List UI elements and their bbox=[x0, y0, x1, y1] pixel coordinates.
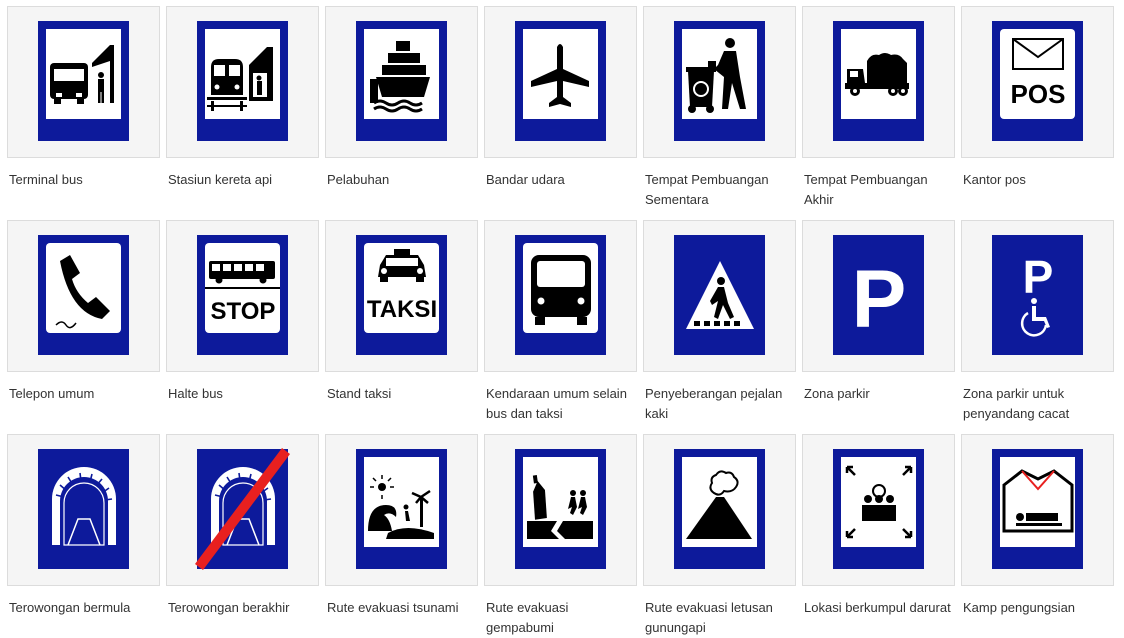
sign-caption: Stasiun kereta api bbox=[168, 172, 273, 187]
public-vehicle-icon bbox=[515, 235, 606, 355]
airplane-icon bbox=[515, 21, 606, 141]
sign-thumbnail[interactable]: STOP bbox=[166, 220, 319, 372]
sign-caption: Zona parkir bbox=[804, 386, 870, 401]
parking-label: P bbox=[852, 254, 907, 345]
sign-caption: Penyeberangan pejalan kaki bbox=[645, 386, 783, 421]
sign-caption: Terminal bus bbox=[9, 172, 83, 187]
bus-stop-icon: STOP bbox=[197, 235, 288, 355]
sign-thumbnail[interactable]: P bbox=[961, 220, 1114, 372]
assembly-point-icon bbox=[833, 449, 924, 569]
sign-thumbnail[interactable] bbox=[643, 434, 796, 586]
sign-thumbnail[interactable] bbox=[325, 434, 478, 586]
sign-thumbnail[interactable] bbox=[802, 434, 955, 586]
sign-thumbnail[interactable] bbox=[7, 220, 160, 372]
ship-icon bbox=[356, 21, 447, 141]
parking-label: P bbox=[1023, 251, 1054, 303]
taksi-label: TAKSI bbox=[367, 296, 437, 323]
sign-thumbnail[interactable] bbox=[166, 434, 319, 586]
sign-thumbnail[interactable] bbox=[325, 6, 478, 158]
post-office-icon: POS bbox=[992, 21, 1083, 141]
sign-thumbnail[interactable] bbox=[166, 6, 319, 158]
sign-thumbnail[interactable]: TAKSI bbox=[325, 220, 478, 372]
sign-thumbnail[interactable] bbox=[643, 220, 796, 372]
sign-caption: Kamp pengungsian bbox=[963, 600, 1076, 615]
waste-bin-icon bbox=[674, 21, 765, 141]
pos-label: POS bbox=[1011, 79, 1066, 109]
sign-caption: Rute evakuasi letusan gunungapi bbox=[645, 600, 773, 635]
sign-caption: Tempat Pembuangan Sementara bbox=[645, 172, 769, 207]
disabled-parking-icon: P bbox=[992, 235, 1083, 355]
parking-icon: P bbox=[833, 235, 924, 355]
sign-thumbnail[interactable] bbox=[802, 6, 955, 158]
sign-thumbnail[interactable] bbox=[484, 434, 637, 586]
sign-caption: Rute evakuasi tsunami bbox=[327, 600, 459, 615]
sign-caption: Pelabuhan bbox=[327, 172, 390, 187]
sign-caption: Lokasi berkumpul darurat bbox=[804, 600, 951, 615]
sign-caption: Zona parkir untuk penyandang cacat bbox=[963, 386, 1070, 421]
sign-caption: Bandar udara bbox=[486, 172, 565, 187]
train-station-icon bbox=[197, 21, 288, 141]
bus-terminal-icon bbox=[38, 21, 129, 141]
sign-caption: Terowongan bermula bbox=[9, 600, 131, 615]
taxi-icon: TAKSI bbox=[356, 235, 447, 355]
sign-thumbnail[interactable] bbox=[643, 6, 796, 158]
sign-caption: Telepon umum bbox=[9, 386, 95, 401]
sign-thumbnail[interactable]: POS bbox=[961, 6, 1114, 158]
tunnel-icon bbox=[38, 449, 129, 569]
refugee-camp-icon bbox=[992, 449, 1083, 569]
pedestrian-crossing-icon bbox=[674, 235, 765, 355]
sign-caption: Halte bus bbox=[168, 386, 223, 401]
volcano-icon bbox=[674, 449, 765, 569]
sign-thumbnail[interactable] bbox=[484, 220, 637, 372]
earthquake-icon bbox=[515, 449, 606, 569]
stop-label: STOP bbox=[211, 298, 276, 325]
sign-caption: Stand taksi bbox=[327, 386, 392, 401]
sign-caption: Terowongan berakhir bbox=[168, 600, 290, 615]
sign-caption: Kantor pos bbox=[963, 172, 1026, 187]
sign-thumbnail[interactable] bbox=[961, 434, 1114, 586]
sign-thumbnail[interactable] bbox=[7, 6, 160, 158]
sign-caption: Tempat Pembuangan Akhir bbox=[804, 172, 928, 207]
tsunami-icon bbox=[356, 449, 447, 569]
sign-thumbnail[interactable]: P bbox=[802, 220, 955, 372]
tunnel-end-icon bbox=[195, 448, 290, 570]
sign-caption: Kendaraan umum selain bus dan taksi bbox=[486, 386, 627, 421]
garbage-truck-icon bbox=[833, 21, 924, 141]
sign-thumbnail[interactable] bbox=[7, 434, 160, 586]
sign-caption: Rute evakuasi gempabumi bbox=[486, 600, 569, 635]
sign-thumbnail[interactable] bbox=[484, 6, 637, 158]
telephone-icon bbox=[38, 235, 129, 355]
